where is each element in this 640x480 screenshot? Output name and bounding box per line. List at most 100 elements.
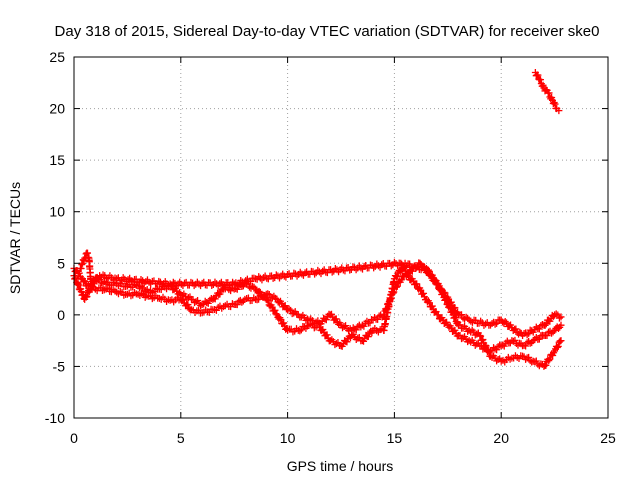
data-point bbox=[476, 331, 484, 339]
data-point bbox=[360, 262, 368, 270]
data-point bbox=[555, 107, 563, 115]
data-point bbox=[541, 321, 549, 329]
data-point bbox=[555, 314, 563, 322]
data-point bbox=[315, 268, 323, 276]
data-point bbox=[412, 263, 420, 271]
data-point bbox=[328, 268, 336, 276]
data-point bbox=[551, 100, 559, 108]
data-point bbox=[233, 301, 241, 309]
data-point bbox=[75, 269, 83, 277]
data-point bbox=[90, 279, 98, 287]
data-point bbox=[238, 278, 246, 286]
series-band-b bbox=[70, 259, 565, 370]
data-point bbox=[408, 267, 416, 275]
data-point bbox=[255, 287, 263, 295]
plot-frame bbox=[73, 56, 609, 419]
data-point bbox=[140, 279, 148, 287]
data-point bbox=[319, 267, 327, 275]
data-point bbox=[260, 274, 268, 282]
data-point bbox=[80, 277, 88, 285]
data-point bbox=[158, 281, 166, 289]
data-point bbox=[342, 322, 350, 330]
data-point bbox=[519, 352, 527, 360]
data-point bbox=[453, 320, 461, 328]
data-point bbox=[178, 292, 186, 300]
data-point bbox=[528, 327, 536, 335]
data-point bbox=[522, 342, 530, 350]
data-point bbox=[420, 289, 428, 297]
data-point bbox=[272, 310, 280, 318]
data-point bbox=[81, 278, 89, 286]
data-point bbox=[139, 284, 147, 292]
data-point bbox=[400, 263, 408, 271]
y-tick-label: 20 bbox=[49, 101, 65, 117]
data-point bbox=[360, 322, 368, 330]
data-point bbox=[256, 288, 264, 296]
data-point bbox=[211, 295, 219, 303]
data-point bbox=[206, 296, 214, 304]
data-point bbox=[534, 71, 542, 79]
data-point bbox=[83, 293, 91, 301]
data-point bbox=[375, 312, 383, 320]
data-point bbox=[431, 276, 439, 284]
data-point bbox=[397, 259, 405, 267]
y-tick-label: -10 bbox=[45, 410, 65, 426]
data-point bbox=[301, 269, 309, 277]
data-point bbox=[75, 281, 83, 289]
data-point bbox=[323, 331, 331, 339]
data-point bbox=[293, 310, 301, 318]
data-point bbox=[535, 335, 543, 343]
data-point bbox=[390, 258, 398, 266]
y-tick-label: 0 bbox=[57, 307, 65, 323]
y-tick-label: 5 bbox=[57, 255, 65, 271]
data-point bbox=[493, 319, 501, 327]
data-point bbox=[82, 250, 90, 258]
data-point bbox=[543, 332, 551, 340]
data-point bbox=[124, 276, 132, 284]
data-point bbox=[557, 321, 565, 329]
data-point bbox=[482, 320, 490, 328]
data-point bbox=[537, 76, 545, 84]
axis-ticks: 0 5 10 15 20 25 -10 -5 0 5 10 15 20 25 bbox=[45, 49, 616, 446]
data-point bbox=[269, 274, 277, 282]
data-point bbox=[491, 320, 499, 328]
data-point bbox=[511, 336, 519, 344]
data-point bbox=[552, 310, 560, 318]
data-point bbox=[557, 337, 565, 345]
data-point bbox=[216, 290, 224, 298]
data-point bbox=[545, 357, 553, 365]
y-tick-label: -5 bbox=[53, 358, 66, 374]
y-axis-label: SDTVAR / TECUs bbox=[7, 182, 23, 294]
data-point bbox=[355, 333, 363, 341]
data-point bbox=[473, 330, 481, 338]
data-point bbox=[272, 271, 280, 279]
data-point bbox=[298, 270, 306, 278]
data-point bbox=[374, 262, 382, 270]
series-band-c bbox=[76, 249, 565, 339]
x-tick-label: 15 bbox=[387, 430, 403, 446]
data-point bbox=[553, 344, 561, 352]
data-point bbox=[190, 282, 198, 290]
data-point bbox=[155, 277, 163, 285]
y-tick-label: 25 bbox=[49, 49, 65, 65]
data-point bbox=[184, 301, 192, 309]
data-point bbox=[554, 342, 562, 350]
data-point bbox=[173, 282, 181, 290]
data-point bbox=[271, 306, 279, 314]
data-point bbox=[343, 338, 351, 346]
data-point bbox=[387, 262, 395, 270]
x-tick-label: 0 bbox=[70, 430, 78, 446]
data-point bbox=[545, 89, 553, 97]
data-point bbox=[216, 280, 224, 288]
data-point bbox=[242, 277, 250, 285]
data-point bbox=[427, 270, 435, 278]
data-points bbox=[70, 68, 565, 370]
data-point bbox=[195, 280, 203, 288]
data-point bbox=[364, 333, 372, 341]
data-point bbox=[137, 275, 145, 283]
data-point bbox=[264, 290, 272, 298]
data-point bbox=[488, 353, 496, 361]
data-point bbox=[169, 278, 177, 286]
